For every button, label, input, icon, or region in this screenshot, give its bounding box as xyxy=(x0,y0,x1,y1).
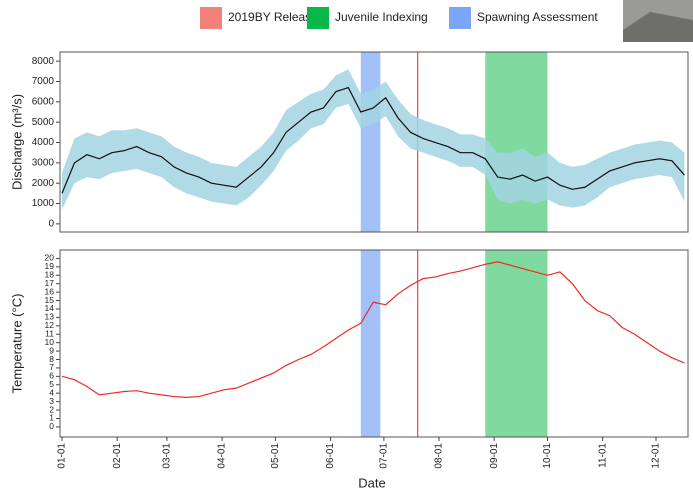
x-tick-label: 02-01 xyxy=(112,443,123,469)
y-tick-label: 2000 xyxy=(32,178,55,189)
region xyxy=(485,250,548,437)
y-tick-label: 0 xyxy=(48,219,54,230)
panel: 0 1000 2000 3000 4000 5000 6000 7000 8000 Dischar… xyxy=(9,51,689,233)
band xyxy=(62,69,685,210)
x-tick-label: 07-01 xyxy=(379,443,390,469)
x-tick-label: 11-01 xyxy=(597,443,608,468)
plot-frame xyxy=(59,249,689,438)
y-tick-label: 6 xyxy=(49,371,54,381)
y-tick-label: 14 xyxy=(45,303,55,313)
y-tick-label: 0 xyxy=(49,421,54,431)
y-tick-label: 17 xyxy=(45,278,55,288)
y-tick-label: 4 xyxy=(49,387,54,397)
x-tick-label: 05-01 xyxy=(270,443,281,469)
x-tick-label: 12-01 xyxy=(651,443,662,469)
plot-frame xyxy=(59,51,689,233)
y-tick-label: 4000 xyxy=(32,137,55,148)
y-tick-label: 19 xyxy=(45,261,55,271)
y-tick-label: 2 xyxy=(49,404,54,414)
legend-label: Juvenile Indexing xyxy=(335,10,428,24)
y-tick-label: 7 xyxy=(49,362,54,372)
legend-label: Spawning Assessment xyxy=(477,10,598,24)
x-tick-label: 10-01 xyxy=(542,443,553,469)
y-tick-label: 15 xyxy=(45,295,55,305)
region xyxy=(360,52,381,232)
y-tick-label: 13 xyxy=(45,312,55,322)
y-tick-label: 11 xyxy=(45,328,54,338)
y-tick-label: 12 xyxy=(45,320,55,330)
y-axis-title: Temperature (°C) xyxy=(9,294,24,394)
y-tick-label: 18 xyxy=(45,270,55,280)
y-tick-label: 8 xyxy=(49,354,54,364)
x-tick-label: 03-01 xyxy=(162,443,173,469)
thumbnail-shadow xyxy=(623,12,693,42)
region xyxy=(360,250,381,437)
line xyxy=(61,86,685,194)
plot xyxy=(61,261,685,399)
y-tick-label: 5 xyxy=(49,379,54,389)
x-tick-label: 08-01 xyxy=(434,443,445,469)
legend-swatch xyxy=(307,7,329,29)
y-tick-label: 1000 xyxy=(32,198,55,209)
panel: 01234567891011121314151617181920Temperat… xyxy=(9,249,689,490)
y-tick-label: 8000 xyxy=(32,56,55,67)
y-tick-label: 5000 xyxy=(32,117,55,128)
y-tick-label: 9 xyxy=(49,345,54,355)
y-tick-label: 1 xyxy=(49,413,54,423)
x-tick-label: 09-01 xyxy=(489,443,500,469)
plot xyxy=(61,69,685,210)
y-tick-label: 16 xyxy=(45,286,55,296)
legend-swatch xyxy=(449,7,471,29)
y-tick-label: 7000 xyxy=(32,76,55,87)
x-axis-title: Date xyxy=(358,475,385,490)
y-tick-label: 6000 xyxy=(32,96,55,107)
y-tick-label: 20 xyxy=(45,253,55,263)
y-axis-title: Discharge (m³/s) xyxy=(9,94,24,190)
x-tick-label: 01-01 xyxy=(57,443,68,469)
y-tick-label: 3000 xyxy=(32,157,55,168)
x-tick-label: 06-01 xyxy=(325,443,336,469)
legend-label: 2019BY Release xyxy=(228,10,318,24)
legend-swatch xyxy=(200,7,222,29)
line xyxy=(61,261,685,399)
region xyxy=(485,52,548,232)
y-tick-label: 3 xyxy=(49,396,54,406)
x-tick-label: 04-01 xyxy=(217,443,228,469)
y-tick-label: 10 xyxy=(45,337,55,347)
